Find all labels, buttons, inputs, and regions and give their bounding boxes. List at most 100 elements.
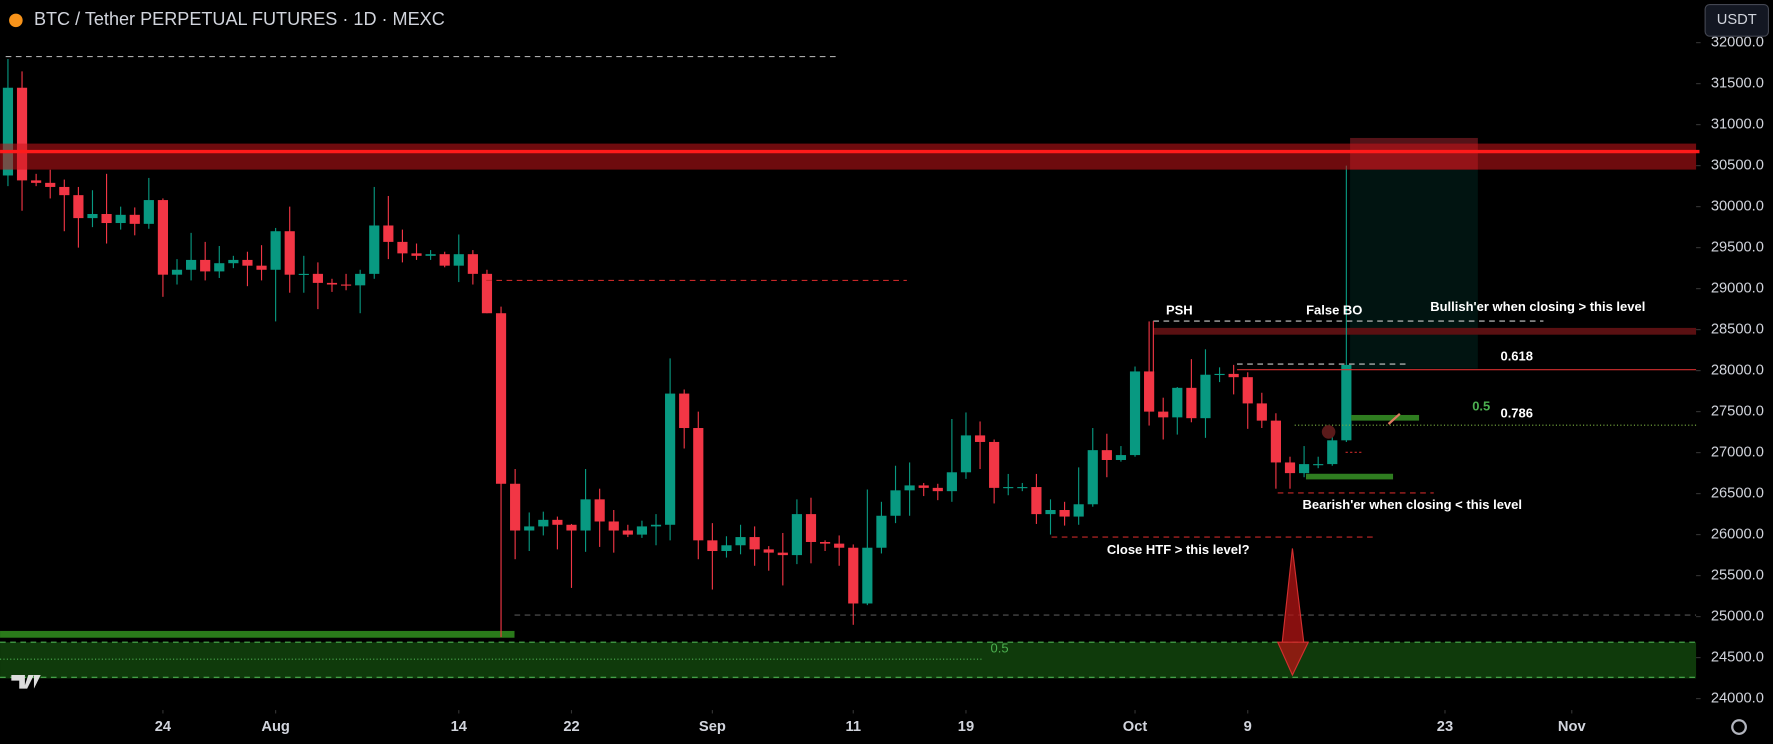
fib-5-bar bbox=[1351, 414, 1420, 421]
candle-body bbox=[918, 485, 929, 488]
y-tick-label: 29000.0 bbox=[1711, 280, 1764, 296]
x-tick-label: 14 bbox=[451, 719, 468, 735]
candle-body bbox=[862, 547, 873, 604]
candle-body bbox=[650, 524, 662, 527]
candle-body bbox=[115, 214, 126, 224]
y-tick-label: 24000.0 bbox=[1711, 690, 1764, 706]
candle-body bbox=[749, 537, 760, 550]
candle-body bbox=[552, 519, 563, 525]
candle-body bbox=[1341, 364, 1352, 441]
candle-body bbox=[510, 483, 521, 531]
candle-body bbox=[425, 254, 436, 256]
candle-body bbox=[721, 545, 732, 552]
candle-body bbox=[45, 182, 56, 187]
candle-body bbox=[1031, 487, 1042, 515]
annotation: Bullish'er when closing > this level bbox=[1430, 299, 1645, 314]
candle-body bbox=[228, 259, 239, 264]
x-tick-label: 19 bbox=[958, 719, 974, 735]
pin bbox=[1387, 412, 1401, 425]
candle-body bbox=[580, 499, 591, 531]
x-tick-label: 23 bbox=[1437, 719, 1453, 735]
x-tick-label: Sep bbox=[699, 719, 726, 735]
candle-body bbox=[1256, 403, 1267, 421]
resistance-band bbox=[1153, 327, 1697, 335]
candle-body bbox=[538, 519, 549, 527]
candle-body bbox=[312, 273, 323, 283]
candle-body bbox=[974, 435, 986, 442]
candle-body bbox=[481, 273, 493, 314]
axes: 24000.0 24500.0 25000.0 25500.0 26000.0 26500… bbox=[155, 35, 1764, 735]
candle-body bbox=[791, 514, 802, 556]
x-tick-label: Oct bbox=[1123, 719, 1148, 735]
candle-body bbox=[270, 231, 281, 270]
annotation: False BO bbox=[1306, 302, 1362, 317]
candle-body bbox=[73, 195, 84, 219]
candle-body bbox=[1228, 373, 1239, 378]
settings-icon[interactable] bbox=[1731, 719, 1747, 735]
candle-body bbox=[397, 241, 408, 254]
low-bar bbox=[1305, 473, 1394, 480]
drawings-front: PSH False BO Bullish'er when closing > t… bbox=[0, 55, 1700, 677]
candle-body bbox=[848, 547, 859, 604]
y-tick-label: 31000.0 bbox=[1711, 117, 1764, 133]
candle-body bbox=[59, 186, 70, 196]
annotation: PSH bbox=[1166, 302, 1193, 317]
candle-body bbox=[1129, 371, 1141, 456]
candle-body bbox=[1158, 411, 1169, 418]
candle-body bbox=[1059, 510, 1070, 517]
candle-body bbox=[1313, 464, 1324, 466]
candle-body bbox=[834, 543, 845, 548]
candle-body bbox=[355, 273, 366, 286]
support-bar bbox=[0, 630, 515, 638]
candle-body bbox=[298, 273, 309, 275]
candle-body bbox=[890, 490, 901, 516]
candle-body bbox=[1299, 464, 1310, 474]
candle-body bbox=[495, 313, 507, 484]
candle-body bbox=[369, 225, 380, 274]
candle-body bbox=[1284, 462, 1296, 474]
candle-body bbox=[805, 514, 817, 542]
y-tick-label: 26000.0 bbox=[1711, 526, 1764, 542]
candle-body bbox=[1115, 455, 1127, 460]
candle-body bbox=[1017, 487, 1028, 489]
candle-body bbox=[960, 435, 972, 473]
candle-body bbox=[31, 180, 42, 183]
annotation: Bearish'er when closing < this level bbox=[1303, 497, 1522, 512]
candle-body bbox=[453, 254, 464, 266]
y-tick-label: 28500.0 bbox=[1711, 321, 1764, 337]
candle-body bbox=[87, 214, 98, 219]
x-tick-label: 24 bbox=[155, 719, 172, 735]
candle-body bbox=[777, 552, 788, 556]
candles bbox=[2, 59, 1352, 638]
candle-body bbox=[326, 282, 338, 285]
candle-body bbox=[636, 526, 648, 535]
marker bbox=[1321, 425, 1336, 439]
candle-body bbox=[763, 549, 774, 553]
x-tick-label: 22 bbox=[563, 719, 579, 735]
candle-body bbox=[819, 541, 831, 544]
candle-body bbox=[1214, 373, 1225, 376]
candle-body bbox=[566, 524, 577, 531]
candle-body bbox=[214, 263, 225, 272]
y-tick-label: 27000.0 bbox=[1711, 444, 1764, 460]
y-tick-label: 29500.0 bbox=[1711, 240, 1764, 256]
y-tick-label: 32000.0 bbox=[1711, 35, 1764, 51]
candle-body bbox=[101, 214, 112, 224]
candle-body bbox=[524, 526, 535, 531]
annotation: 0.5 bbox=[991, 640, 1009, 655]
currency-button[interactable] bbox=[1704, 3, 1770, 37]
candle-body bbox=[1242, 377, 1253, 404]
candle-body bbox=[256, 265, 267, 270]
candle-body bbox=[439, 254, 450, 266]
y-tick-label: 28000.0 bbox=[1711, 362, 1764, 378]
annotation: 0.5 bbox=[1472, 398, 1490, 413]
y-tick-label: 31500.0 bbox=[1711, 76, 1764, 92]
x-tick-label: Nov bbox=[1558, 719, 1587, 735]
annotation: 0.618 bbox=[1500, 349, 1533, 364]
currency-label[interactable]: USDT bbox=[1717, 12, 1757, 28]
y-tick-label: 30000.0 bbox=[1711, 199, 1764, 215]
x-tick-label: Aug bbox=[261, 719, 290, 735]
